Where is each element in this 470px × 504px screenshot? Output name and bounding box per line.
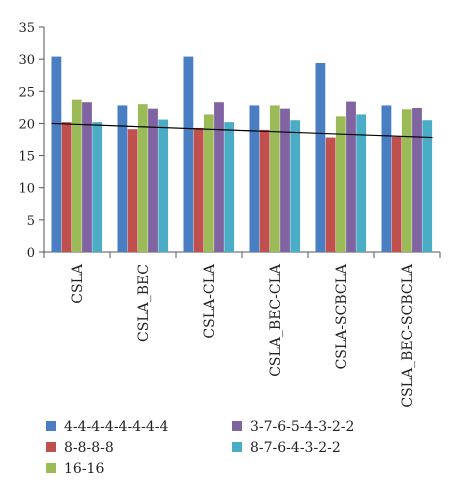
y-tick-label: 25 bbox=[18, 85, 35, 100]
y-tick-label: 20 bbox=[18, 117, 35, 132]
legend-label: 16-16 bbox=[64, 461, 104, 477]
bar bbox=[335, 116, 346, 252]
bar bbox=[315, 63, 326, 252]
x-tick-label: CSLA_BEC-CLA bbox=[268, 263, 284, 377]
bar bbox=[214, 102, 224, 253]
y-tick-label: 5 bbox=[27, 214, 35, 229]
x-tick-label: CSLA-SCBCLA bbox=[334, 263, 350, 369]
bar bbox=[127, 129, 138, 252]
y-tick-label: 30 bbox=[18, 53, 35, 68]
bar bbox=[346, 101, 356, 252]
bar bbox=[148, 108, 158, 252]
bar bbox=[391, 136, 402, 252]
bar bbox=[82, 102, 92, 253]
bar bbox=[117, 105, 128, 253]
bar bbox=[158, 119, 169, 252]
bar bbox=[193, 127, 204, 252]
bar bbox=[259, 129, 270, 252]
bar bbox=[203, 114, 214, 253]
y-tick-label: 15 bbox=[18, 150, 35, 165]
legend-swatch bbox=[46, 421, 56, 431]
x-tick-label: CSLA_BEC bbox=[136, 264, 152, 342]
x-tick-label: CSLA-CLA bbox=[202, 263, 218, 338]
bar bbox=[290, 120, 301, 253]
bar bbox=[269, 105, 280, 253]
bar bbox=[71, 99, 82, 252]
y-tick-label: 0 bbox=[27, 246, 35, 261]
x-tick-label: CSLA_BEC-SCBCLA bbox=[400, 263, 416, 408]
legend-label: 8-7-6-4-3-2-2 bbox=[250, 440, 341, 456]
legend-label: 3-7-6-5-4-3-2-2 bbox=[250, 419, 354, 435]
y-tick-label: 10 bbox=[18, 182, 35, 197]
bar bbox=[325, 137, 336, 252]
legend-swatch bbox=[232, 421, 242, 431]
legend-swatch bbox=[46, 463, 56, 473]
legend-label: 8-8-8-8 bbox=[64, 440, 114, 456]
legend-swatch bbox=[46, 442, 56, 452]
bar bbox=[381, 105, 392, 253]
bar bbox=[137, 104, 148, 252]
bar bbox=[183, 56, 194, 252]
bar bbox=[356, 114, 367, 253]
trendline bbox=[51, 122, 433, 139]
bar bbox=[401, 109, 412, 252]
x-tick-label: CSLA bbox=[70, 263, 86, 304]
y-tick-label: 35 bbox=[18, 21, 35, 36]
bar bbox=[280, 108, 290, 252]
bar bbox=[92, 122, 103, 252]
bar bbox=[412, 108, 422, 252]
legend-label: 4-4-4-4-4-4-4-4 bbox=[64, 419, 168, 435]
bar bbox=[422, 120, 433, 253]
bar bbox=[61, 122, 72, 252]
bar bbox=[249, 105, 260, 253]
bar bbox=[224, 122, 235, 252]
bar bbox=[51, 56, 62, 252]
legend-swatch bbox=[232, 442, 242, 452]
